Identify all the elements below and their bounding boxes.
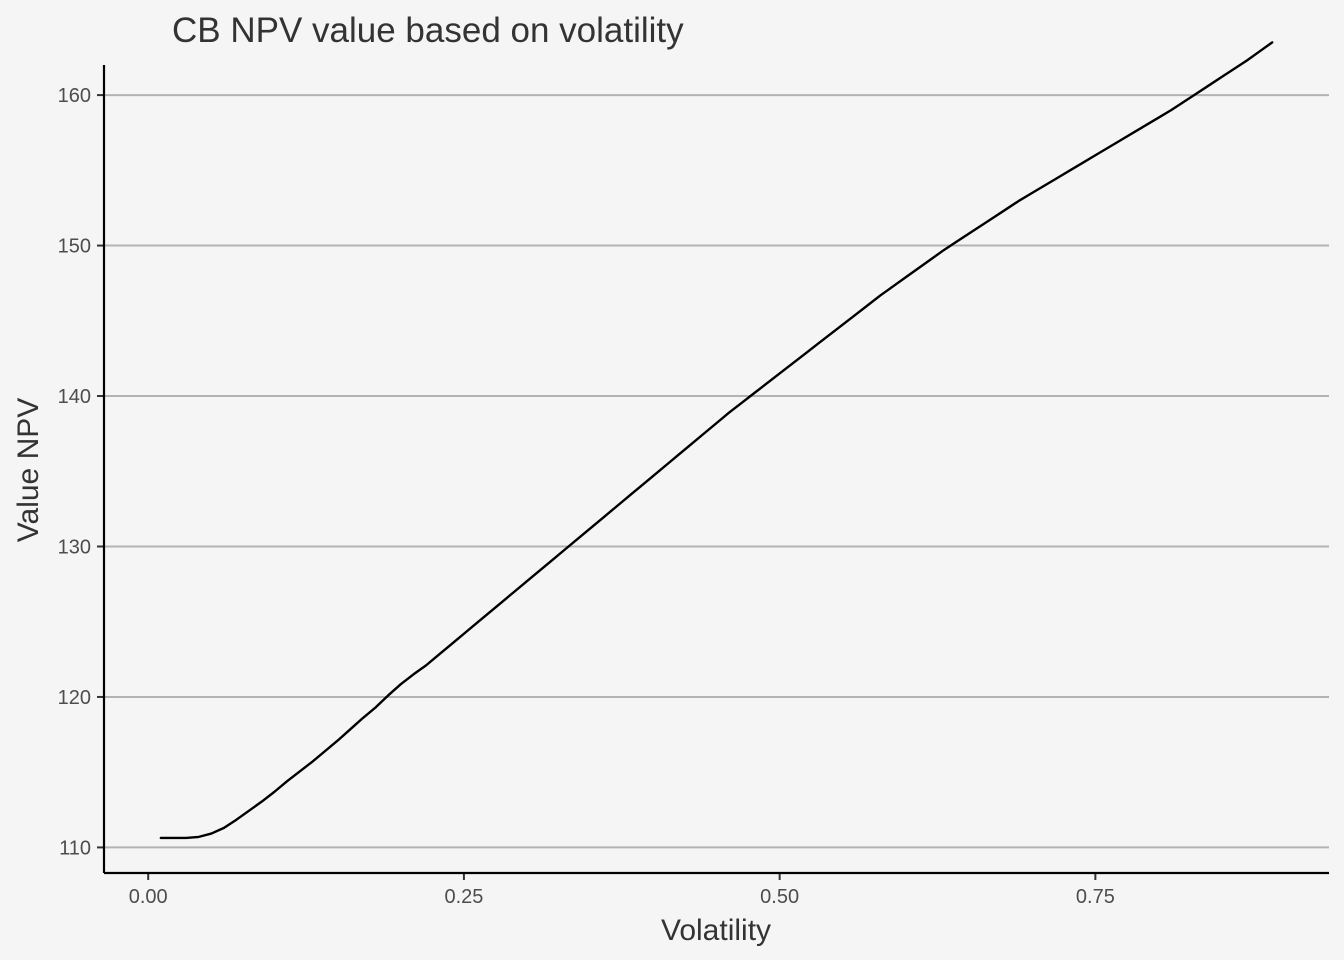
y-tick-label: 140 — [58, 386, 91, 408]
y-tick-label: 130 — [58, 536, 91, 558]
tick-labels: 110 120 130 140 150 160 0.00 0.25 0.50 0.75 — [58, 85, 1115, 908]
y-tick-label: 160 — [58, 85, 91, 107]
x-tick-label: 0.00 — [129, 886, 168, 908]
y-tick-label: 120 — [58, 687, 91, 709]
x-axis-title: Volatility — [661, 914, 771, 947]
x-tick-label: 0.25 — [444, 886, 483, 908]
gridlines — [104, 94, 1329, 849]
x-tick-label: 0.50 — [760, 886, 799, 908]
x-tick-label: 0.75 — [1076, 886, 1115, 908]
y-tick-label: 150 — [58, 236, 91, 258]
y-axis-title: Value NPV — [12, 398, 45, 543]
chart-title: CB NPV value based on volatility — [172, 11, 684, 50]
axes — [97, 65, 1329, 880]
y-tick-label: 110 — [59, 837, 91, 859]
series-layer — [159, 41, 1274, 840]
series-line-0 — [159, 41, 1274, 840]
